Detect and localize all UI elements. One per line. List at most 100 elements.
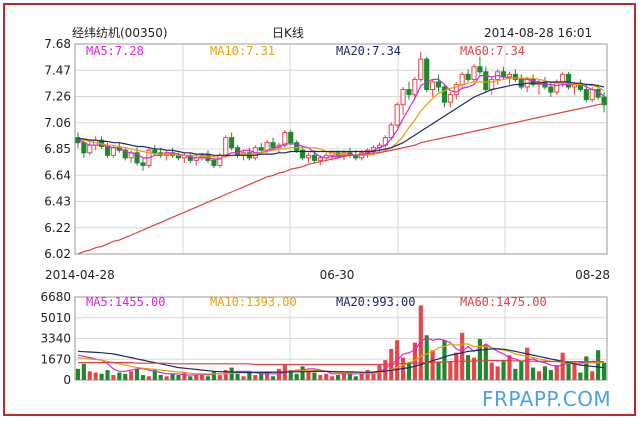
volume-bar <box>477 338 482 380</box>
candle-body <box>424 58 430 91</box>
candle-body <box>264 142 270 151</box>
volume-bar <box>288 370 293 380</box>
volume-bar <box>383 360 388 380</box>
volume-bar <box>235 373 240 380</box>
volume-bar <box>442 340 447 380</box>
candle-body <box>489 78 495 91</box>
candle-body <box>601 96 607 106</box>
volume-bar <box>247 372 252 380</box>
volume-legend-ma5: MA5:1455.00 <box>86 295 165 309</box>
y-tick-label: 6680 <box>40 290 71 304</box>
volume-bar <box>270 376 276 380</box>
candle-body <box>305 154 312 159</box>
volume-bar <box>578 372 583 380</box>
candle-body <box>104 145 111 156</box>
volume-bar <box>223 370 228 380</box>
volume-bar <box>335 375 341 380</box>
candle-body <box>560 73 566 83</box>
chart-datetime: 2014-08-28 16:01 <box>484 26 592 40</box>
candle-body <box>530 78 536 85</box>
volume-bar <box>430 350 435 380</box>
volume-bar <box>542 366 548 380</box>
ma5-line <box>77 74 605 160</box>
volume-bar <box>276 368 282 380</box>
volume-bar <box>158 375 163 380</box>
legend-ma10: MA10:7.31 <box>210 44 275 58</box>
candle-body <box>441 86 448 103</box>
volume-bar <box>117 372 122 380</box>
volume-bar <box>111 375 116 380</box>
candle-body <box>217 154 223 166</box>
volume-bar <box>75 368 81 380</box>
volume-bar <box>495 366 500 380</box>
candle-body <box>548 86 554 93</box>
volume-bar <box>560 352 565 380</box>
y-tick-label: 6.64 <box>44 168 71 182</box>
volume-bar <box>371 373 376 380</box>
candle-body <box>566 73 572 88</box>
y-tick-label: 6.43 <box>44 195 71 209</box>
volume-legend-ma20: MA20:993.00 <box>336 295 415 309</box>
volume-bar <box>123 373 128 380</box>
volume-bar <box>306 371 311 380</box>
volume-bar <box>211 371 216 380</box>
volume-pane: 6680 5010 3340 1670 0 MA5:1455.00 MA10:1393.00… <box>40 290 608 387</box>
candle-body <box>211 159 217 166</box>
candle-body <box>294 142 300 151</box>
volume-bar <box>194 375 199 380</box>
volume-bar <box>448 361 453 380</box>
volume-bar <box>483 345 488 380</box>
volume-bar <box>318 375 323 380</box>
volume-bar <box>93 372 98 380</box>
candle-body <box>317 157 323 161</box>
candle-body <box>87 144 93 154</box>
y-tick-label: 6.02 <box>44 247 71 261</box>
volume-ma60-line <box>78 360 604 366</box>
volume-bar <box>105 370 110 380</box>
chart-kind: 日K线 <box>272 26 304 40</box>
candle-body <box>512 73 518 80</box>
volume-bar <box>519 361 524 380</box>
candle-body <box>400 89 406 106</box>
volume-bar <box>406 362 412 380</box>
volume-legend-ma60: MA60:1475.00 <box>460 295 547 309</box>
candle-body <box>406 89 412 96</box>
chart-frame <box>3 3 636 416</box>
legend-ma20: MA20:7.34 <box>336 44 401 58</box>
candle-body <box>134 152 140 164</box>
volume-bar <box>359 372 364 380</box>
volume-bar <box>412 342 417 380</box>
y-tick-label: 7.68 <box>44 37 71 51</box>
candle-body <box>477 66 483 73</box>
x-tick-label: 06-30 <box>320 268 355 282</box>
candle-body <box>471 66 477 80</box>
candle-body <box>300 149 306 159</box>
volume-bar <box>87 371 92 380</box>
volume-bar <box>129 371 134 380</box>
candle-body <box>223 137 229 156</box>
volume-bar <box>200 373 205 380</box>
candle-body <box>518 78 524 88</box>
candle-body <box>234 147 241 156</box>
volume-bar <box>566 363 571 380</box>
volume-bar <box>164 376 169 380</box>
volume-bar <box>507 355 512 380</box>
volume-legend-ma10: MA10:1393.00 <box>210 295 297 309</box>
volume-bar <box>294 373 299 380</box>
candle-body <box>589 89 595 101</box>
volume-bar <box>554 365 559 380</box>
volume-bar <box>205 376 211 380</box>
candle-body <box>282 132 288 146</box>
volume-bar <box>312 372 317 380</box>
y-tick-label: 7.26 <box>44 90 71 104</box>
legend-ma60: MA60:7.34 <box>460 44 525 58</box>
volume-bar <box>217 375 222 380</box>
volume-bar <box>324 373 329 380</box>
volume-bar <box>596 350 601 380</box>
candle-body <box>577 83 583 91</box>
volume-bar <box>347 373 352 380</box>
volume-bar <box>513 368 518 380</box>
volume-bar <box>188 376 193 380</box>
candle-body <box>258 147 264 151</box>
